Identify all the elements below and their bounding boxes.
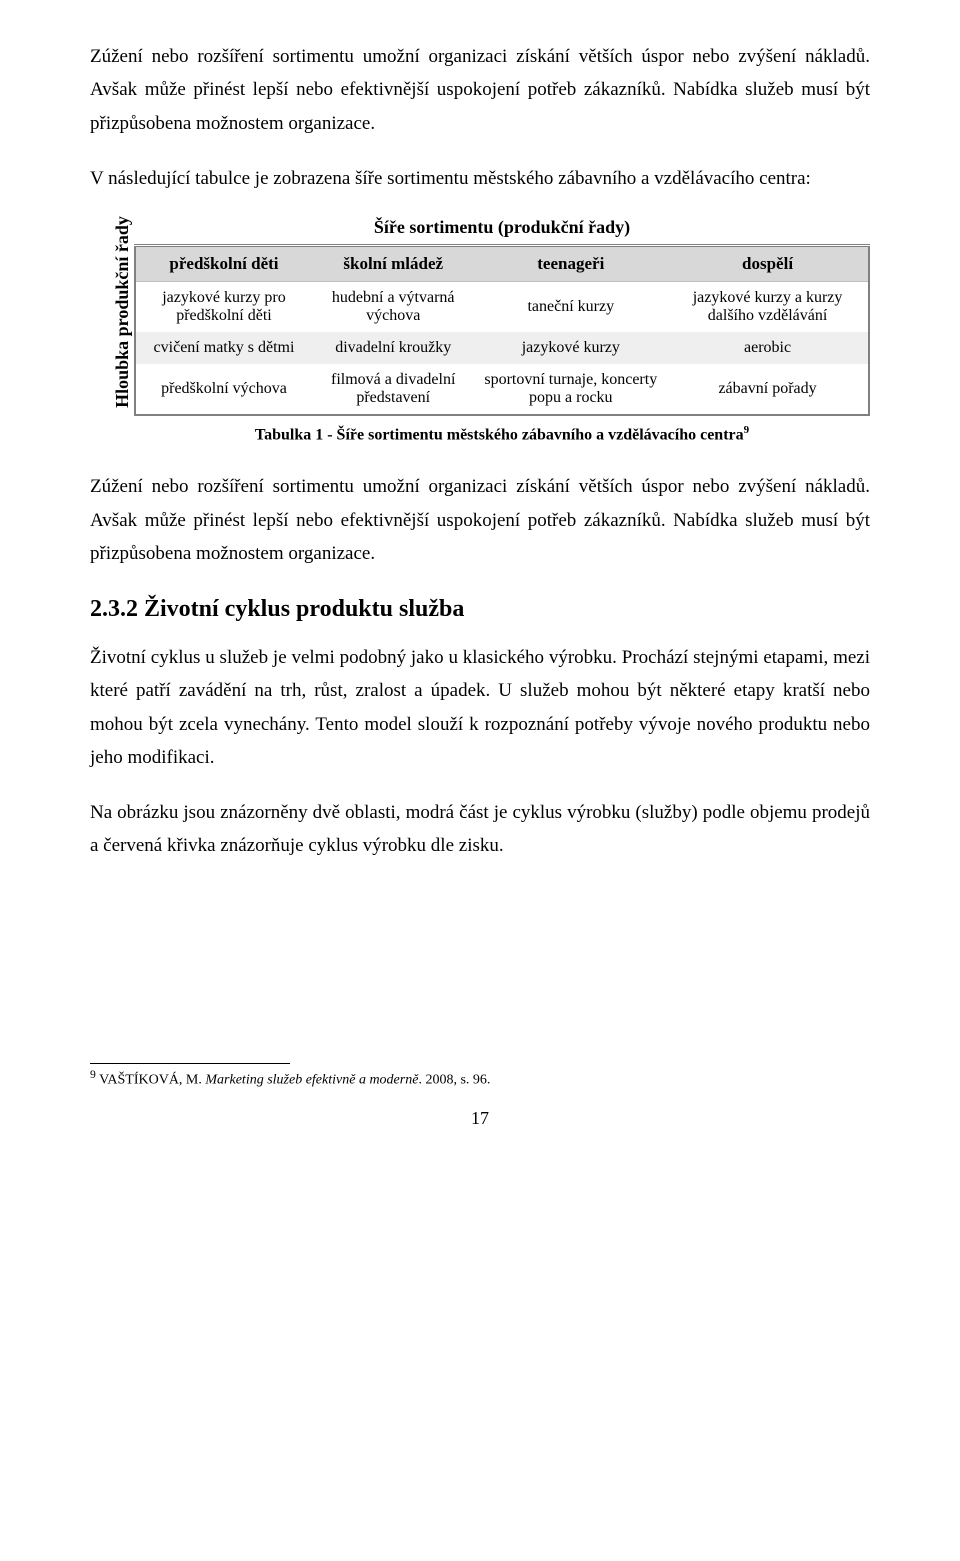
table-cell: sportovní turnaje, koncerty popu a rocku xyxy=(474,364,667,415)
table-cell: cvičení matky s dětmi xyxy=(135,332,312,364)
table-cell: taneční kurzy xyxy=(474,282,667,333)
table-cell: zábavní pořady xyxy=(667,364,869,415)
paragraph-3: Zúžení nebo rozšíření sortimentu umožní … xyxy=(90,470,870,570)
heading-number: 2.3.2 xyxy=(90,596,138,622)
col-header: předškolní děti xyxy=(135,246,312,282)
paragraph-4: Životní cyklus u služeb je velmi podobný… xyxy=(90,641,870,774)
section-heading: 2.3.2 Životní cyklus produktu služba xyxy=(90,596,870,623)
table-block: Hloubka produkční řady Šíře sortimentu (… xyxy=(134,217,870,444)
footnote-separator xyxy=(90,1063,290,1064)
table-row: cvičení matky s dětmi divadelní kroužky … xyxy=(135,332,869,364)
table-title: Šíře sortimentu (produkční řady) xyxy=(134,217,870,238)
paragraph-1: Zúžení nebo rozšíření sortimentu umožní … xyxy=(90,40,870,140)
table-row: jazykové kurzy pro předškolní děti hudeb… xyxy=(135,282,869,333)
table-vertical-axis-label: Hloubka produkční řady xyxy=(112,197,133,427)
table-cell: hudební a výtvarná výchova xyxy=(312,282,475,333)
footnote: 9 VAŠTÍKOVÁ, M. Marketing služeb efektiv… xyxy=(90,1068,870,1089)
page-number: 17 xyxy=(90,1108,870,1129)
table-cell: předškolní výchova xyxy=(135,364,312,415)
heading-text: Životní cyklus produktu služba xyxy=(144,596,464,622)
table-cell: jazykové kurzy xyxy=(474,332,667,364)
footnote-marker: 9 xyxy=(90,1068,96,1081)
table-cell: jazykové kurzy pro předškolní děti xyxy=(135,282,312,333)
caption-superscript: 9 xyxy=(744,424,750,436)
table-row: předškolní výchova filmová a divadelní p… xyxy=(135,364,869,415)
paragraph-5: Na obrázku jsou znázorněny dvě oblasti, … xyxy=(90,796,870,863)
table-header-row: předškolní děti školní mládež teenageři … xyxy=(135,246,869,282)
col-header: školní mládež xyxy=(312,246,475,282)
paragraph-2: V následující tabulce je zobrazena šíře … xyxy=(90,162,870,195)
table-cell: divadelní kroužky xyxy=(312,332,475,364)
table-cell: jazykové kurzy a kurzy dalšího vzděláván… xyxy=(667,282,869,333)
col-header: dospělí xyxy=(667,246,869,282)
page: Zúžení nebo rozšíření sortimentu umožní … xyxy=(0,0,960,1561)
table-cell: aerobic xyxy=(667,332,869,364)
footnote-title: Marketing služeb efektivně a moderně xyxy=(205,1072,418,1087)
footnote-author: VAŠTÍKOVÁ, M. xyxy=(99,1072,202,1087)
sortiment-table: předškolní děti školní mládež teenageři … xyxy=(134,244,870,416)
col-header: teenageři xyxy=(474,246,667,282)
table-cell: filmová a divadelní představení xyxy=(312,364,475,415)
footnote-suffix: . 2008, s. 96. xyxy=(418,1072,490,1087)
caption-text: Šíře sortimentu městského zábavního a vz… xyxy=(337,426,744,443)
caption-prefix: Tabulka 1 - xyxy=(255,426,337,443)
table-caption: Tabulka 1 - Šíře sortimentu městského zá… xyxy=(134,424,870,444)
